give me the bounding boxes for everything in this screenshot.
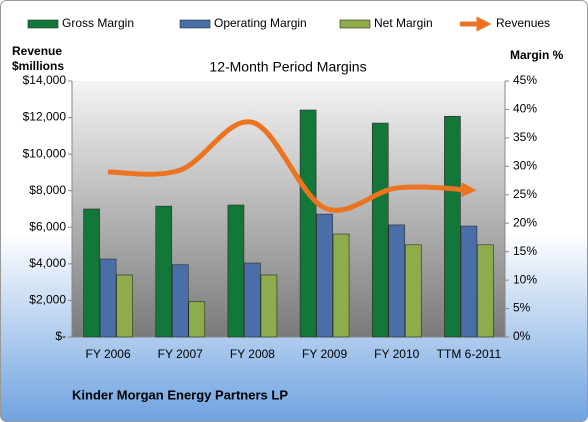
y2-tick-label: 40% [513,102,537,116]
bar [388,224,406,338]
y-tick-label: $4,000 [29,256,66,270]
y2-tick-label: 30% [513,159,537,173]
revenue-line [108,119,477,213]
legend-label: Net Margin [374,16,433,30]
footer: Kinder Morgan Energy Partners LP [72,387,288,402]
bar [260,274,278,338]
y-tick-label: $8,000 [29,183,66,197]
y-tick-label: $2,000 [29,293,66,307]
series-layer: $- $2,000 $4,000 $6,000 $8,000 $10,000 $12,000… [23,16,550,361]
x-tick-label: FY 2007 [158,347,203,361]
bar [227,204,245,338]
y2-axis-title: Margin % [510,48,564,62]
legend-swatch [339,19,371,29]
y2-tick-label: 15% [513,244,537,258]
bar [155,205,173,338]
legend-label: Operating Margin [214,16,307,30]
bar [332,233,350,338]
y-tick-label: $- [55,329,66,343]
y2-tick-label: 5% [513,301,531,315]
bar [244,262,261,338]
legend-label: Gross Margin [62,16,134,30]
bar [83,208,100,338]
bar [371,122,389,338]
y-axis-title: Revenue $millions [12,44,65,73]
y-tick-label: $14,000 [23,73,67,87]
y2-tick-label: 25% [513,187,537,201]
y-tick-label: $10,000 [23,146,67,160]
bar [299,109,317,338]
bar [404,244,422,338]
y-tick-label: $12,000 [23,110,67,124]
y2-tick-label: 20% [513,215,537,229]
x-tick-label: FY 2009 [302,347,347,361]
x-tick-label: TTM 6-2011 [437,347,502,361]
bar [188,301,206,338]
y-tick-label: $6,000 [29,219,66,233]
y2-tick-label: 45% [513,73,537,87]
y2-tick-label: 0% [513,329,531,343]
legend-label: Revenues [496,16,550,30]
bar [444,115,461,338]
plot-area [72,81,505,337]
x-tick-label: FY 2006 [86,347,131,361]
bar [171,264,189,338]
y2-tick-label: 35% [513,130,537,144]
legend-swatch [27,19,59,29]
legend-swatch [179,19,211,29]
bar [116,274,133,338]
bar [477,244,494,338]
bar [316,213,333,338]
x-tick-label: FY 2010 [374,347,419,361]
bar [460,225,478,338]
bar [99,258,117,338]
chart-title: 12-Month Period Margins [209,59,366,75]
y2-tick-label: 10% [513,272,537,286]
x-tick-label: FY 2008 [230,347,275,361]
